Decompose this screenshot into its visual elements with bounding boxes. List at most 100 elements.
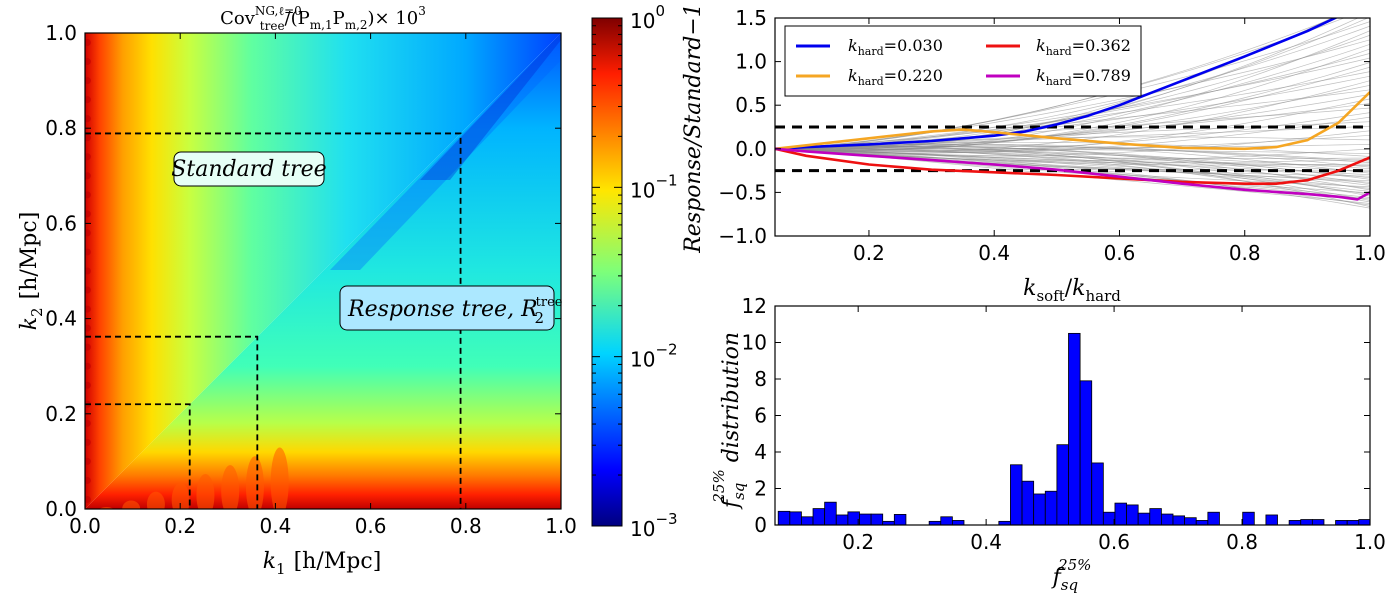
hist-ytick-label: 0 [754,513,767,537]
histogram-bar [1021,480,1035,526]
heatmap-xtick-label: 0.4 [259,514,291,538]
heatmap-edge-dot [85,58,91,66]
histogram-bar [1160,513,1174,526]
grey-curve [775,48,1370,152]
histogram-bar [1149,508,1162,526]
legend-item-magenta: khard=0.789 [986,66,1131,88]
histogram-bar [1056,444,1069,526]
heatmap-dashed-box-1 [85,335,259,509]
heatmap-ytick-label: 0.4 [45,307,77,331]
heatmap-edge-dot [85,229,91,237]
histogram-bar [1091,462,1104,526]
series-line-orange [775,91,1370,151]
heatmap-ytick-label: 0.0 [45,497,77,521]
heatmap-edge-dot [85,267,91,275]
heatmap-edge-dot [85,362,91,370]
line-ytick-label: 0.0 [735,137,767,161]
heatmap-edge-dot [85,343,91,351]
legend-item-red: khard=0.362 [986,36,1131,58]
hist-xtick-label: 0.6 [1098,530,1130,554]
heatmap-panel: CovNG,ℓ=0 tree/(Pm,1Pm,2)× 103 0.0 0.2 0.4 0… [17,4,577,578]
series-line-red [775,147,1370,185]
line-axes: 0.2 0.4 0.6 0.8 1.0 −1.0 −0.5 0.0 0.5 1.0 1.5 [718,6,1385,265]
heatmap-frame [84,32,562,510]
heatmap-image [85,33,561,509]
heatmap-oscillation [146,491,165,509]
grey-curve [775,18,1369,150]
heatmap-edge-dot [85,77,91,85]
colorbar-tick-label: 10−1 [630,171,678,202]
heatmap-dashed-box-2 [85,132,462,509]
grey-curve [775,57,1370,150]
heatmap-ytick-label: 0.2 [45,402,77,426]
heatmap-edge-dot [85,476,91,484]
histogram-bar [1265,514,1278,526]
heatmap-xtick-label: 0.8 [450,514,482,538]
histogram-bar [1311,519,1325,526]
line-xtick-label: 0.6 [1104,241,1136,265]
heatmap-edge-dot [85,286,91,294]
heatmap-xtick-label: 0.2 [164,514,196,538]
histogram-bar [1126,504,1139,526]
line-ylabel: Response/Standard−1 [681,3,706,254]
heatmap-edge-dot [85,153,91,161]
histogram-panel: 0.2 0.4 0.6 0.8 1.0 0 2 4 6 8 10 12 fsq25% fsq25% d… [710,294,1386,594]
svg-text:Standard tree: Standard tree [171,157,326,182]
histogram-bar [812,508,826,526]
grey-curve [775,98,1370,154]
heatmap-dashed-boxes [85,132,462,509]
heatmap-xtick-label: 1.0 [545,514,577,538]
legend-item-blue: khard=0.030 [796,36,943,58]
heatmap-oscillation [270,447,289,509]
hist-ytick-label: 8 [754,367,767,391]
histogram-bar [1300,519,1313,526]
heatmap-oscillation [122,500,141,509]
heatmap-edge-dot [85,381,91,389]
histogram-bar [893,514,907,526]
histogram-bar [1033,493,1046,526]
heatmap-edge-dot [85,172,91,180]
histogram-bar [835,514,849,526]
grey-curve [775,148,1370,164]
histogram-bar [1102,511,1116,526]
histogram-bar [1288,520,1302,526]
line-xtick-label: 1.0 [1354,241,1386,265]
histogram-bars [777,332,1371,526]
heatmap-oscillation [245,456,264,509]
heatmap-title: CovNG,ℓ=0 tree/(Pm,1Pm,2)× 103 [220,4,426,33]
heatmap-edge-dot [85,39,91,47]
colorbar-tick-label: 10−3 [630,510,678,541]
heatmap-ytick-label: 1.0 [45,21,77,45]
hist-ytick-label: 2 [754,477,767,501]
heatmap-edge-dot [85,438,91,446]
colorbar-tick-label: 10−2 [630,341,678,372]
hist-ytick-label: 10 [742,331,767,355]
heatmap-ytick-label: 0.8 [45,116,77,140]
series-lines [775,18,1370,201]
hist-xtick-label: 1.0 [1354,530,1386,554]
histogram-bar [1242,511,1255,526]
heatmap-ylabel: k2[h/Mpc] [17,212,46,331]
line-ytick-label: 0.5 [735,93,767,117]
histogram-bar [777,510,791,526]
histogram-bar [940,516,953,526]
histogram-bar [1195,520,1209,526]
line-xlabel: ksoft/khard [1023,276,1121,305]
grey-curve [775,43,1370,150]
heatmap-xlabel: k1 [h/Mpc] [263,549,382,578]
annotation-standard-tree: Standard tree [171,151,327,187]
hist-xtick-label: 0.2 [842,530,874,554]
grey-curve [775,18,1335,150]
line-ytick-label: −1.0 [718,224,767,248]
histogram-bar [1044,490,1058,526]
heatmap-edge-dot [85,457,91,465]
histogram-bar [1207,511,1220,526]
histogram-bar [1184,517,1197,526]
annotation-response-tree: Response tree, Rtree 2 [339,285,563,331]
legend-item-orange: khard=0.220 [796,66,943,88]
line-ytick-label: 1.5 [735,6,767,30]
heatmap-dashed-box-0 [85,403,191,509]
heatmap-edge-dot [85,191,91,199]
heatmap-oscillation [171,482,190,509]
heatmap-edge-dot [85,210,91,218]
